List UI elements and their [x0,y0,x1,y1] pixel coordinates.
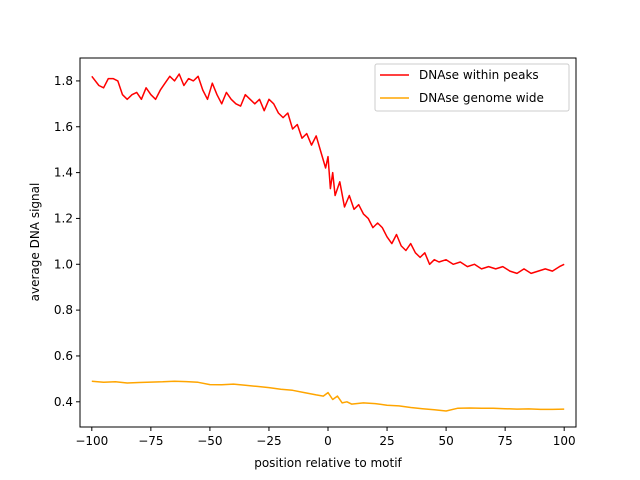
x-tick-label: 50 [438,434,453,448]
x-tick-label: −50 [197,434,222,448]
y-tick-label: 1.8 [54,74,73,88]
series-line-within-peaks [91,73,565,275]
x-tick-label: −75 [138,434,163,448]
legend: DNAse within peaks DNAse genome wide [374,63,570,112]
y-tick-label: 0.4 [54,395,73,409]
x-axis-label: position relative to motif [254,456,402,470]
legend-box [374,63,570,112]
legend-label-within-peaks: DNAse within peaks [419,68,539,82]
y-tick-label: 0.8 [54,303,73,317]
x-tick-label: 0 [324,434,332,448]
y-tick-label: 1.6 [54,120,73,134]
y-tick-label: 0.6 [54,349,73,363]
x-axis-ticks: −100 −75 −50 −25 0 25 50 75 100 [75,427,576,448]
y-tick-label: 1.2 [54,211,73,225]
legend-label-genome-wide: DNAse genome wide [419,91,544,105]
series-layer [91,73,565,412]
y-tick-label: 1.4 [54,166,73,180]
y-tick-label: 1.0 [54,257,73,271]
x-tick-label: 25 [379,434,394,448]
y-axis-ticks: 0.4 0.6 0.8 1.0 1.2 1.4 1.6 1.8 [54,74,80,409]
y-axis-label: average DNA signal [28,183,42,302]
x-tick-label: 75 [498,434,513,448]
x-tick-label: 100 [553,434,576,448]
x-tick-label: −25 [256,434,281,448]
x-tick-label: −100 [75,434,108,448]
series-line-genome-wide [91,380,565,412]
plot-area [80,58,576,427]
